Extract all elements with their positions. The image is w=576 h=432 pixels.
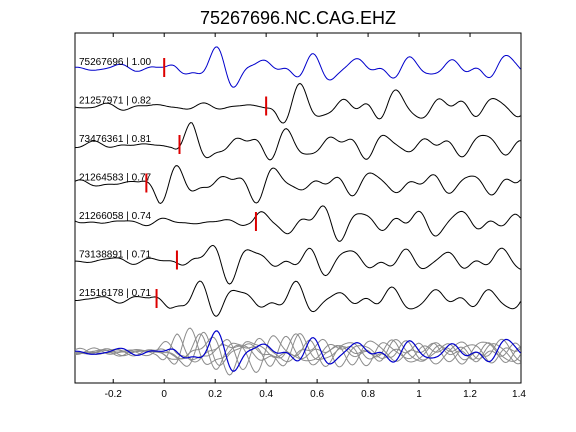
x-tick-label-3: 0.4 <box>259 389 273 400</box>
x-tick-label-8: 1.4 <box>512 389 526 400</box>
trace-label-0: 75267696 | 1.00 <box>79 57 152 68</box>
chart-title: 75267696.NC.CAG.EHZ <box>200 8 396 28</box>
trace-waveform-6 <box>75 280 521 317</box>
x-tick-label-0: -0.2 <box>105 389 123 400</box>
overlay-trace-4 <box>74 337 521 371</box>
overlay-trace-3 <box>74 333 521 373</box>
trace-label-6: 21516178 | 0.71 <box>79 288 152 299</box>
stacked-overlay <box>74 327 521 376</box>
x-tick-label-4: 0.6 <box>310 389 324 400</box>
overlay-master-trace <box>75 330 521 372</box>
overlay-trace-5 <box>75 336 521 376</box>
trace-waveform-1 <box>74 82 521 124</box>
x-axis: -0.2 0 0.2 0.4 0.6 0.8 1 1.2 1.4 <box>105 33 526 400</box>
x-tick-label-7: 1.2 <box>463 389 477 400</box>
trace-waveform-4 <box>74 205 521 242</box>
x-tick-label-1: 0 <box>161 389 167 400</box>
x-tick-label-2: 0.2 <box>208 389 222 400</box>
x-tick-label-5: 0.8 <box>361 389 375 400</box>
trace-waveform-3 <box>74 165 521 204</box>
trace-label-1: 21257971 | 0.82 <box>79 96 152 107</box>
trace-waveform-2 <box>74 122 521 161</box>
traces-layer: 75267696 | 1.00 21257971 | 0.82 73476361 |… <box>74 46 521 317</box>
trace-label-5: 73138891 | 0.71 <box>79 250 152 261</box>
trace-waveform-0 <box>75 46 521 88</box>
trace-waveform-5 <box>75 244 521 285</box>
x-tick-label-6: 1 <box>416 389 422 400</box>
trace-label-4: 21266058 | 0.74 <box>79 211 152 222</box>
trace-label-2: 73476361 | 0.81 <box>79 134 152 145</box>
trace-label-3: 21264583 | 0.77 <box>79 173 152 184</box>
plot-frame <box>74 32 522 384</box>
